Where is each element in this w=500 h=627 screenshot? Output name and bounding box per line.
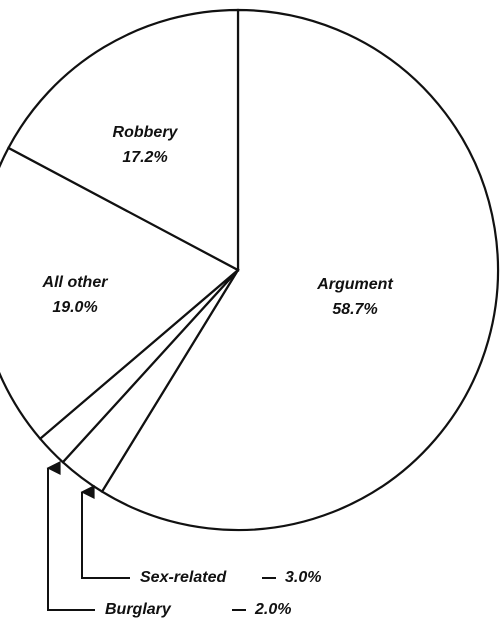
value-label: 2.0% [254, 601, 291, 618]
slice-label: Sex-related [140, 569, 227, 586]
value-label: 19.0% [52, 299, 97, 316]
leader-arrow [46, 461, 95, 611]
pie-slice [6, 8, 240, 272]
pie-slice [0, 146, 240, 441]
slice-label: Robbery [113, 124, 179, 141]
slice-label: Burglary [105, 601, 172, 618]
value-label: 3.0% [285, 569, 321, 586]
leader-arrow [80, 485, 130, 579]
slice-label: All other [42, 274, 109, 291]
pie [0, 8, 500, 532]
value-label: 58.7% [332, 301, 377, 318]
pie-slice [100, 8, 500, 532]
value-label: 17.2% [122, 149, 167, 166]
slice-label: Argument [316, 276, 393, 293]
